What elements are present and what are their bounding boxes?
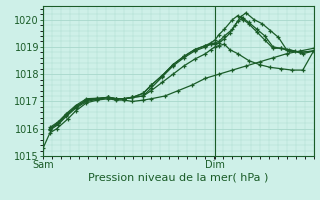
X-axis label: Pression niveau de la mer( hPa ): Pression niveau de la mer( hPa )	[88, 173, 268, 183]
